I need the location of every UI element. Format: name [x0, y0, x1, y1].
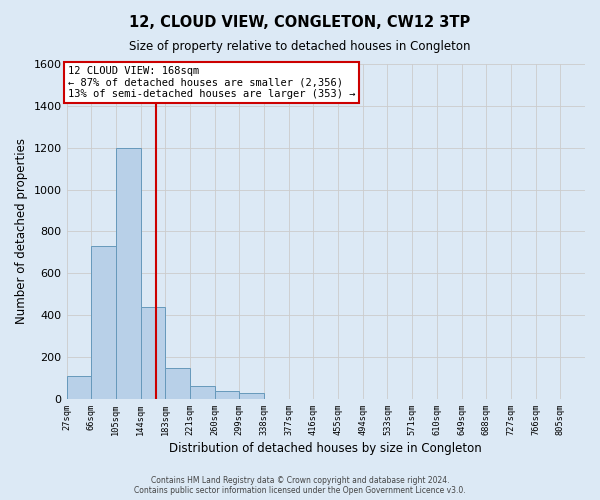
Text: Size of property relative to detached houses in Congleton: Size of property relative to detached ho…: [129, 40, 471, 53]
X-axis label: Distribution of detached houses by size in Congleton: Distribution of detached houses by size …: [169, 442, 482, 455]
Bar: [91, 246, 116, 398]
Bar: [67, 376, 91, 398]
Text: 12, CLOUD VIEW, CONGLETON, CW12 3TP: 12, CLOUD VIEW, CONGLETON, CW12 3TP: [130, 15, 470, 30]
Text: Contains HM Land Registry data © Crown copyright and database right 2024.
Contai: Contains HM Land Registry data © Crown c…: [134, 476, 466, 495]
Bar: [190, 386, 215, 398]
Bar: [116, 148, 140, 398]
Bar: [165, 368, 190, 398]
Bar: [239, 394, 264, 398]
Text: 12 CLOUD VIEW: 168sqm
← 87% of detached houses are smaller (2,356)
13% of semi-d: 12 CLOUD VIEW: 168sqm ← 87% of detached …: [68, 66, 355, 100]
Bar: [215, 392, 239, 398]
Y-axis label: Number of detached properties: Number of detached properties: [15, 138, 28, 324]
Bar: [140, 306, 165, 398]
